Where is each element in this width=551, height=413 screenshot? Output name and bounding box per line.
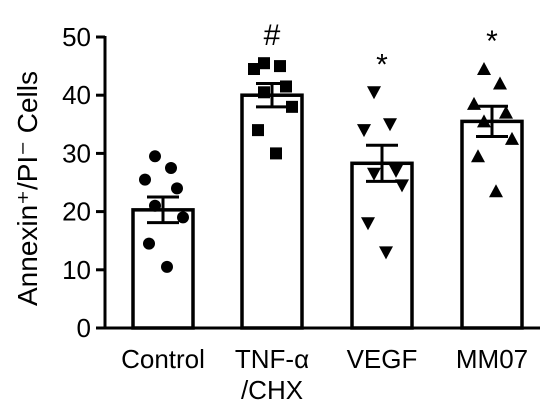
data-point [143,237,155,250]
y-tick-label: 30 [62,138,91,168]
significance-label: # [264,19,281,52]
x-category-label: VEGF [347,344,418,374]
data-point [499,105,513,119]
data-point [477,62,491,76]
y-tick-label: 20 [62,197,91,227]
data-point [280,80,292,93]
y-tick-label: 0 [77,313,91,343]
points-group [139,57,519,273]
data-point [258,57,270,70]
data-point [270,147,282,160]
data-point [161,260,173,273]
significance-label: * [376,48,388,81]
x-category-label: Control [121,344,205,374]
data-point [379,246,393,260]
data-point [489,184,503,198]
y-tick-label: 40 [62,80,91,110]
data-point [493,76,507,90]
data-point [149,150,161,163]
y-tick-label: 50 [62,22,91,52]
data-point [248,63,260,76]
data-point [286,100,298,113]
data-point [252,124,264,137]
x-axis: Control TNF-α/CHX VEGF MM07 [103,326,540,405]
data-point [389,164,403,178]
data-point [477,114,491,128]
x-category-label: MM07 [456,344,528,374]
data-point [258,86,270,99]
bar [240,93,304,330]
data-point [471,149,485,163]
data-point [149,199,161,212]
data-point [395,179,409,193]
data-point [361,217,375,231]
data-point [171,182,183,195]
data-point [367,167,381,181]
data-point [274,60,286,73]
data-point [177,211,189,224]
x-category-label: /CHX [241,375,303,405]
data-point [505,131,519,145]
y-axis-title: Annexin⁺/PI⁻ Cells [12,71,43,306]
data-point [357,124,371,138]
data-point [165,161,177,174]
significance-label: * [486,25,498,58]
y-axis: 0 10 20 30 40 50 [62,22,107,343]
y-tick-label: 10 [62,255,91,285]
data-point [367,86,381,100]
data-point [139,173,151,186]
x-category-label: TNF-α [235,344,309,374]
data-point [467,96,481,110]
bars-group: # * * [131,19,524,330]
data-point [383,118,397,132]
bar [460,119,524,330]
